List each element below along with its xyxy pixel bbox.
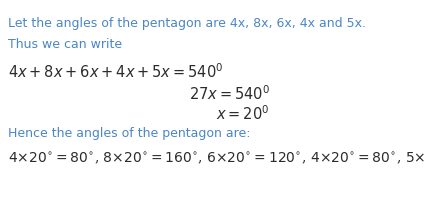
Text: $x = 20^{0}$: $x = 20^{0}$ <box>216 104 269 123</box>
Text: $4{\times}20^{\circ} = 80^{\circ}$, $8{\times}20^{\circ} = 160^{\circ}$, $6{\tim: $4{\times}20^{\circ} = 80^{\circ}$, $8{\… <box>8 150 426 166</box>
Text: Hence the angles of the pentagon are:: Hence the angles of the pentagon are: <box>8 127 250 140</box>
Text: $4x+8x+6x+4x+5x = 540^{0}$: $4x+8x+6x+4x+5x = 540^{0}$ <box>8 62 223 81</box>
Text: Thus we can write: Thus we can write <box>8 38 122 51</box>
Text: $27x = 540^{0}$: $27x = 540^{0}$ <box>189 84 269 103</box>
Text: Let the angles of the pentagon are 4x, 8x, 6x, 4x and 5x.: Let the angles of the pentagon are 4x, 8… <box>8 17 365 30</box>
